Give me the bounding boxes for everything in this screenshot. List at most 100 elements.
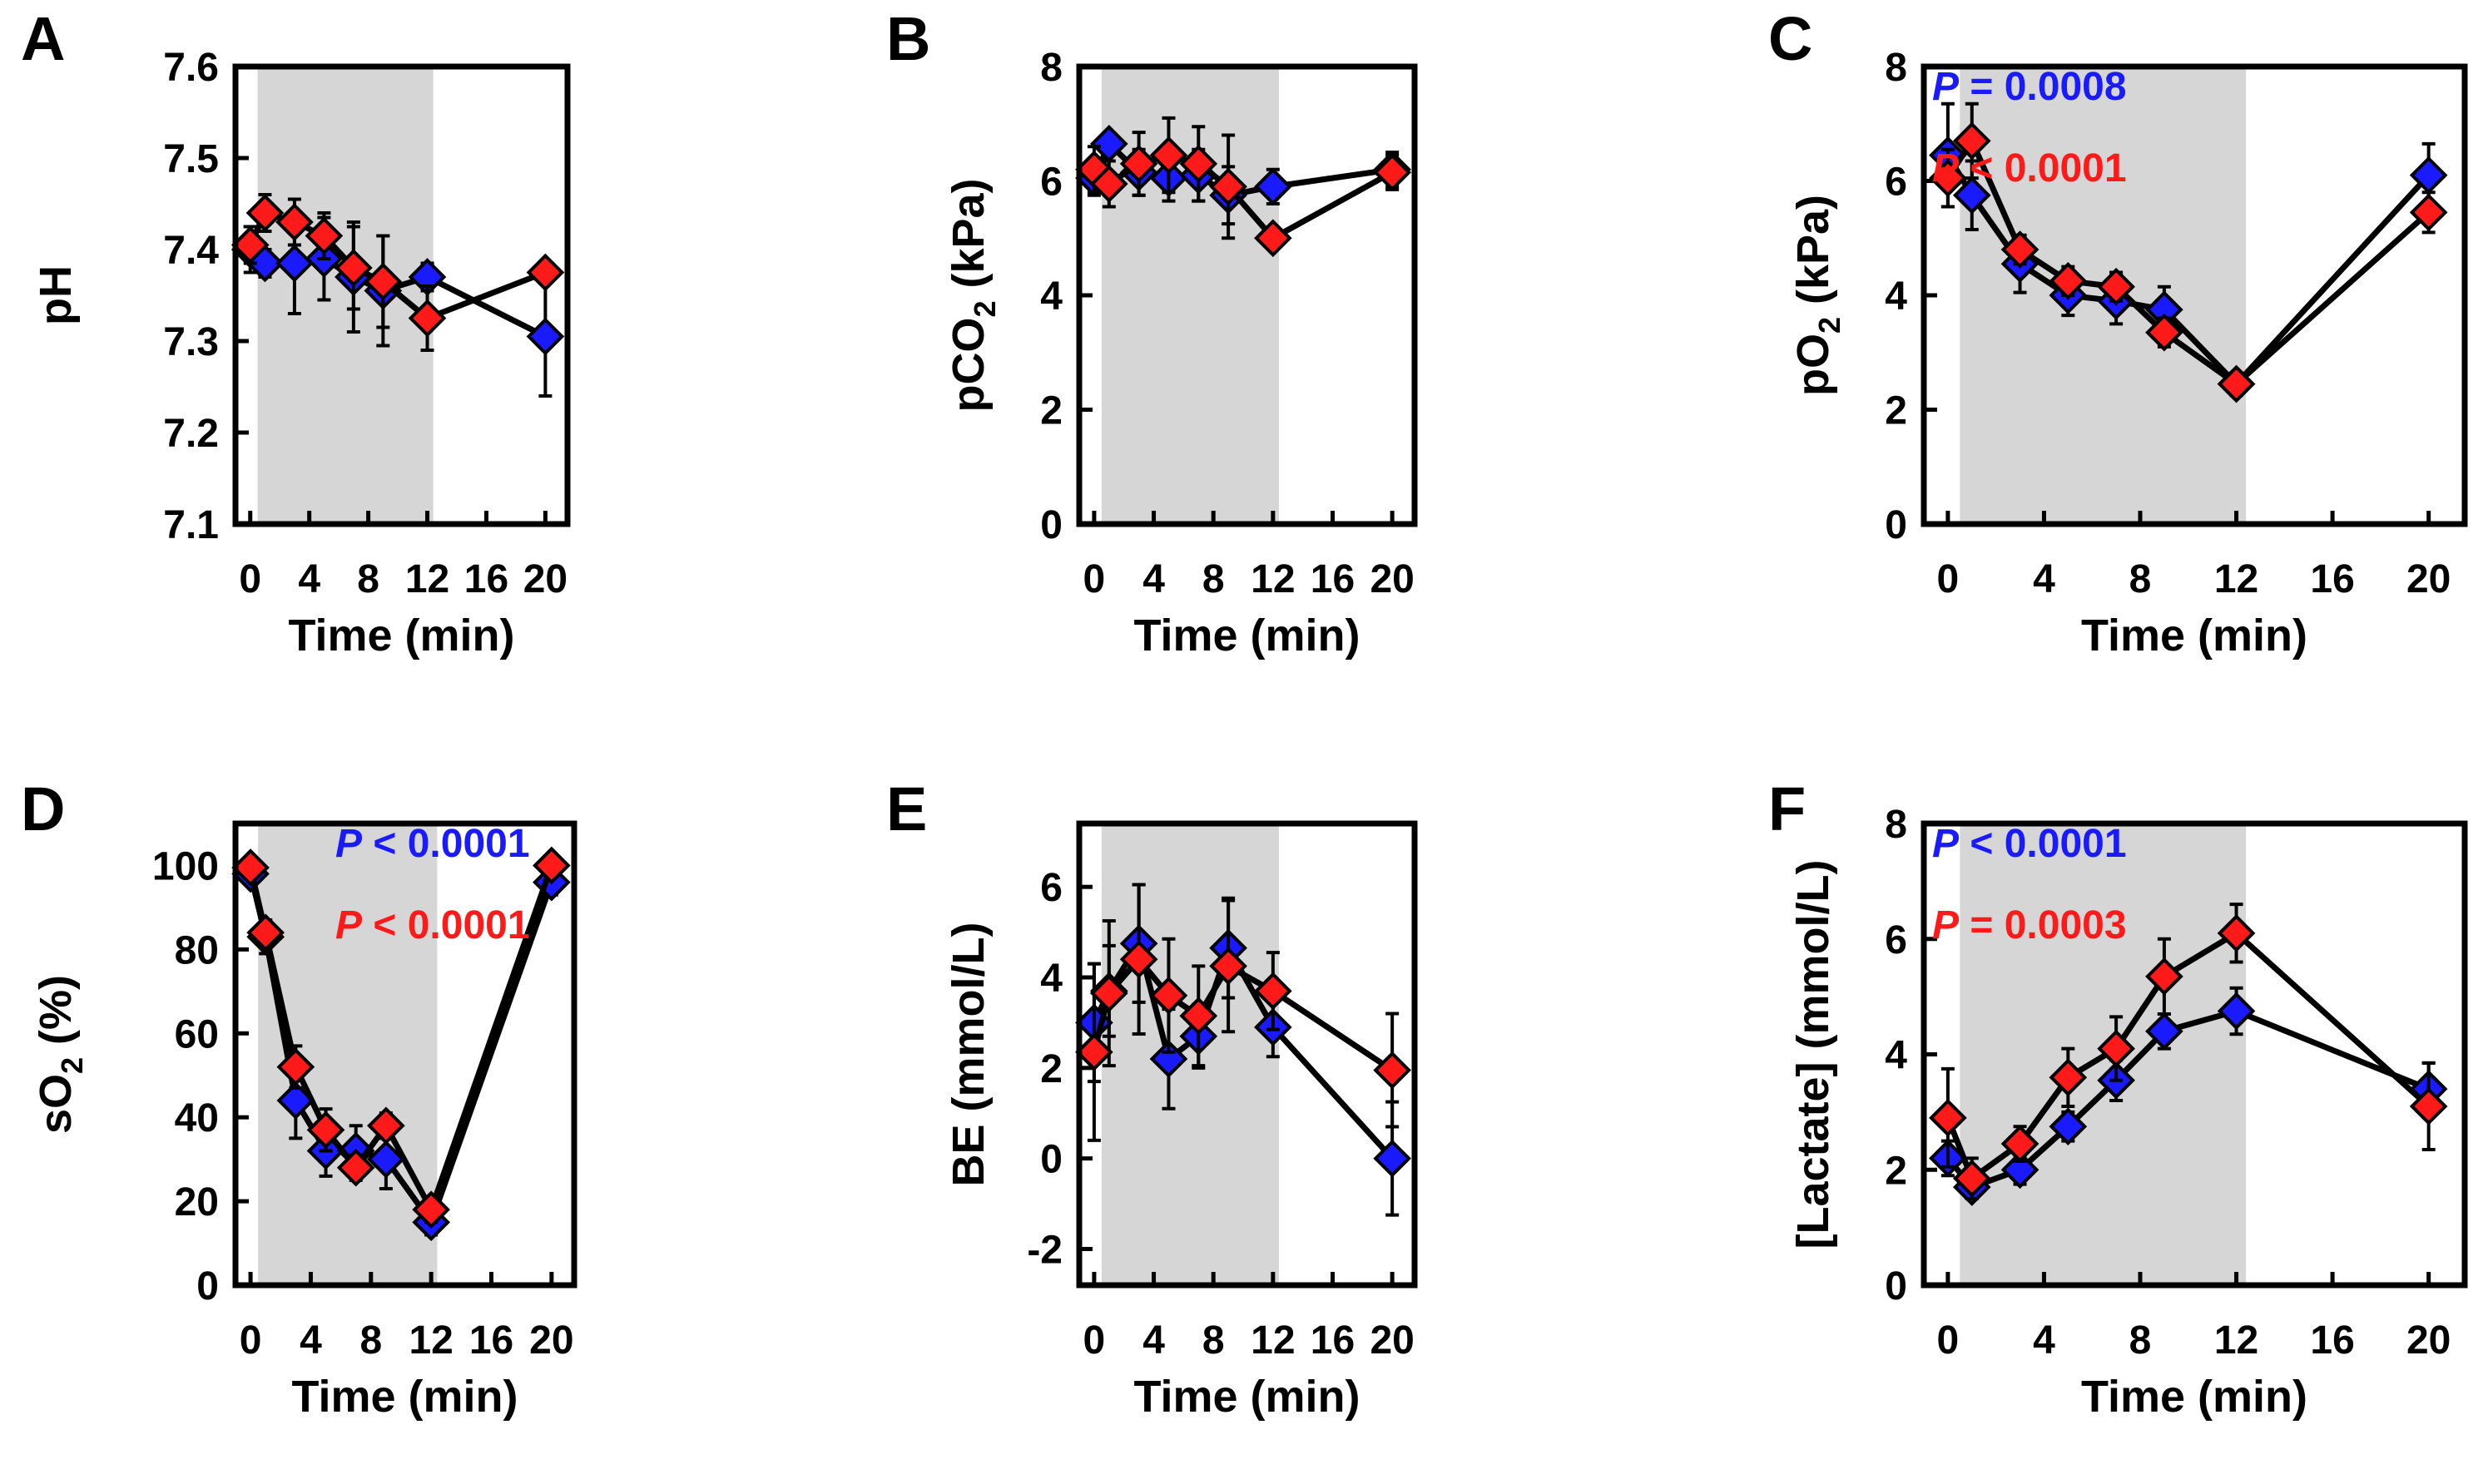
y-tick-label: 0 xyxy=(1885,1264,1907,1308)
x-tick-label: 0 xyxy=(240,1318,262,1363)
x-tick-label: 16 xyxy=(1311,557,1355,601)
y-tick-label: 2 xyxy=(1885,1149,1907,1193)
y-axis-title: pCO2 (kPa) xyxy=(944,178,1002,412)
x-tick-label: 0 xyxy=(239,557,261,601)
p-value-italic-p: P xyxy=(335,822,363,866)
y-axis-title-subscript: 2 xyxy=(55,1057,89,1074)
p-value-text: = 0.0003 xyxy=(1959,903,2127,947)
plot-frame xyxy=(1921,820,2468,1289)
data-point-red xyxy=(246,913,285,952)
data-point-red xyxy=(1149,136,1188,175)
x-tick-label: 4 xyxy=(2033,557,2055,601)
data-point-red xyxy=(2049,1058,2088,1097)
p-value-text: = 0.0008 xyxy=(1959,65,2127,109)
series-group xyxy=(1929,903,2448,1206)
y-axis-title-main: pCO xyxy=(944,318,994,413)
data-point-red xyxy=(526,253,565,292)
data-point-blue xyxy=(2217,992,2256,1031)
x-tick-label: 20 xyxy=(2406,1318,2451,1363)
data-point-red xyxy=(2145,957,2183,996)
p-value-blue: P < 0.0001 xyxy=(1932,822,2127,866)
x-tick-label: 16 xyxy=(1311,1318,1355,1363)
series-line-blue xyxy=(1945,153,2431,388)
y-tick-label: 8 xyxy=(1885,46,1907,90)
data-point-red xyxy=(2409,1087,2448,1125)
series-line-red xyxy=(247,864,555,1213)
y-tick-label: -2 xyxy=(1027,1228,1063,1272)
y-tick-label: 6 xyxy=(1885,161,1907,205)
data-point-red xyxy=(2000,230,2039,269)
y-tick-label: 7.5 xyxy=(163,137,219,181)
x-tick-label: 16 xyxy=(2310,1318,2354,1363)
y-tick-label: 0 xyxy=(1040,1138,1063,1182)
x-tick-label: 16 xyxy=(469,1318,513,1363)
x-tick-label: 0 xyxy=(1937,557,1960,601)
series-group xyxy=(1929,101,2448,403)
x-tick-label: 8 xyxy=(2129,1318,2152,1363)
data-point-red xyxy=(2097,267,2135,306)
y-tick-label: 80 xyxy=(175,928,219,972)
data-point-red xyxy=(2409,193,2448,232)
panel-f: 0 2 4 6 8 0 4 8 12 16 20 Time (min) [Lactate] (mmol/… xyxy=(1768,774,2468,1422)
y-tick-label: 7.2 xyxy=(163,412,219,456)
data-point-red xyxy=(276,1047,315,1086)
shaded-region xyxy=(257,67,434,524)
x-tick-label: 8 xyxy=(1202,557,1225,601)
p-value-blue: P = 0.0008 xyxy=(1932,65,2127,109)
x-axis-title: Time (min) xyxy=(1133,611,1360,660)
data-point-blue xyxy=(2145,1012,2183,1051)
data-point-red xyxy=(533,846,571,885)
x-tick-label: 4 xyxy=(2033,1318,2055,1363)
panel-letter: A xyxy=(21,4,65,73)
x-tick-label: 20 xyxy=(1370,557,1414,601)
p-value-italic-p: P xyxy=(1932,903,1960,947)
data-point-red xyxy=(1179,997,1218,1036)
y-axis-title-rest: (%) xyxy=(31,975,81,1057)
x-axis-title: Time (min) xyxy=(1133,1372,1360,1422)
series-red xyxy=(1075,883,1411,1142)
data-point-red xyxy=(2217,364,2256,403)
series-red xyxy=(231,846,571,1229)
x-tick-label: 0 xyxy=(1083,1318,1106,1363)
y-tick-label: 4 xyxy=(1040,275,1063,319)
data-point-red xyxy=(1179,145,1218,183)
y-tick-label: 6 xyxy=(1040,161,1063,205)
data-point-red xyxy=(367,1106,405,1145)
y-tick-label: 8 xyxy=(1885,803,1907,847)
data-point-red xyxy=(364,262,403,301)
panel-letter: B xyxy=(886,4,930,73)
data-point-red xyxy=(1254,972,1292,1011)
data-point-red xyxy=(1149,976,1188,1015)
data-point-red xyxy=(335,249,373,287)
x-axis-title: Time (min) xyxy=(291,1372,518,1422)
data-point-red xyxy=(1089,165,1128,203)
y-axis-title: pH xyxy=(31,265,81,325)
shaded-region xyxy=(1101,67,1280,524)
data-point-blue xyxy=(2000,1150,2039,1190)
x-tick-label: 12 xyxy=(2214,1318,2258,1363)
data-point-red xyxy=(231,848,270,887)
y-tick-label: 0 xyxy=(1885,503,1907,547)
y-axis-title-subscript: 2 xyxy=(968,301,1002,318)
data-point-red xyxy=(305,216,344,255)
data-point-red xyxy=(2000,1125,2039,1163)
series-red xyxy=(230,193,565,352)
y-axis-title-rest: (kPa) xyxy=(944,178,994,300)
y-tick-label: 8 xyxy=(1040,46,1063,90)
series-red xyxy=(1075,116,1411,258)
p-value-red: P < 0.0001 xyxy=(335,903,530,947)
data-point-red xyxy=(1373,153,1411,192)
y-axis-title-main: sO xyxy=(31,1074,81,1134)
x-tick-label: 12 xyxy=(1251,557,1295,601)
p-value-text: < 0.0001 xyxy=(1959,146,2127,190)
data-point-blue xyxy=(367,1140,405,1179)
x-axis-title: Time (min) xyxy=(2081,1372,2307,1422)
x-tick-label: 8 xyxy=(359,1318,382,1363)
y-axis-title-main: pO xyxy=(1788,334,1838,396)
p-value-italic-p: P xyxy=(1932,822,1960,866)
y-tick-label: 6 xyxy=(1040,866,1063,910)
x-tick-label: 0 xyxy=(1083,557,1106,601)
